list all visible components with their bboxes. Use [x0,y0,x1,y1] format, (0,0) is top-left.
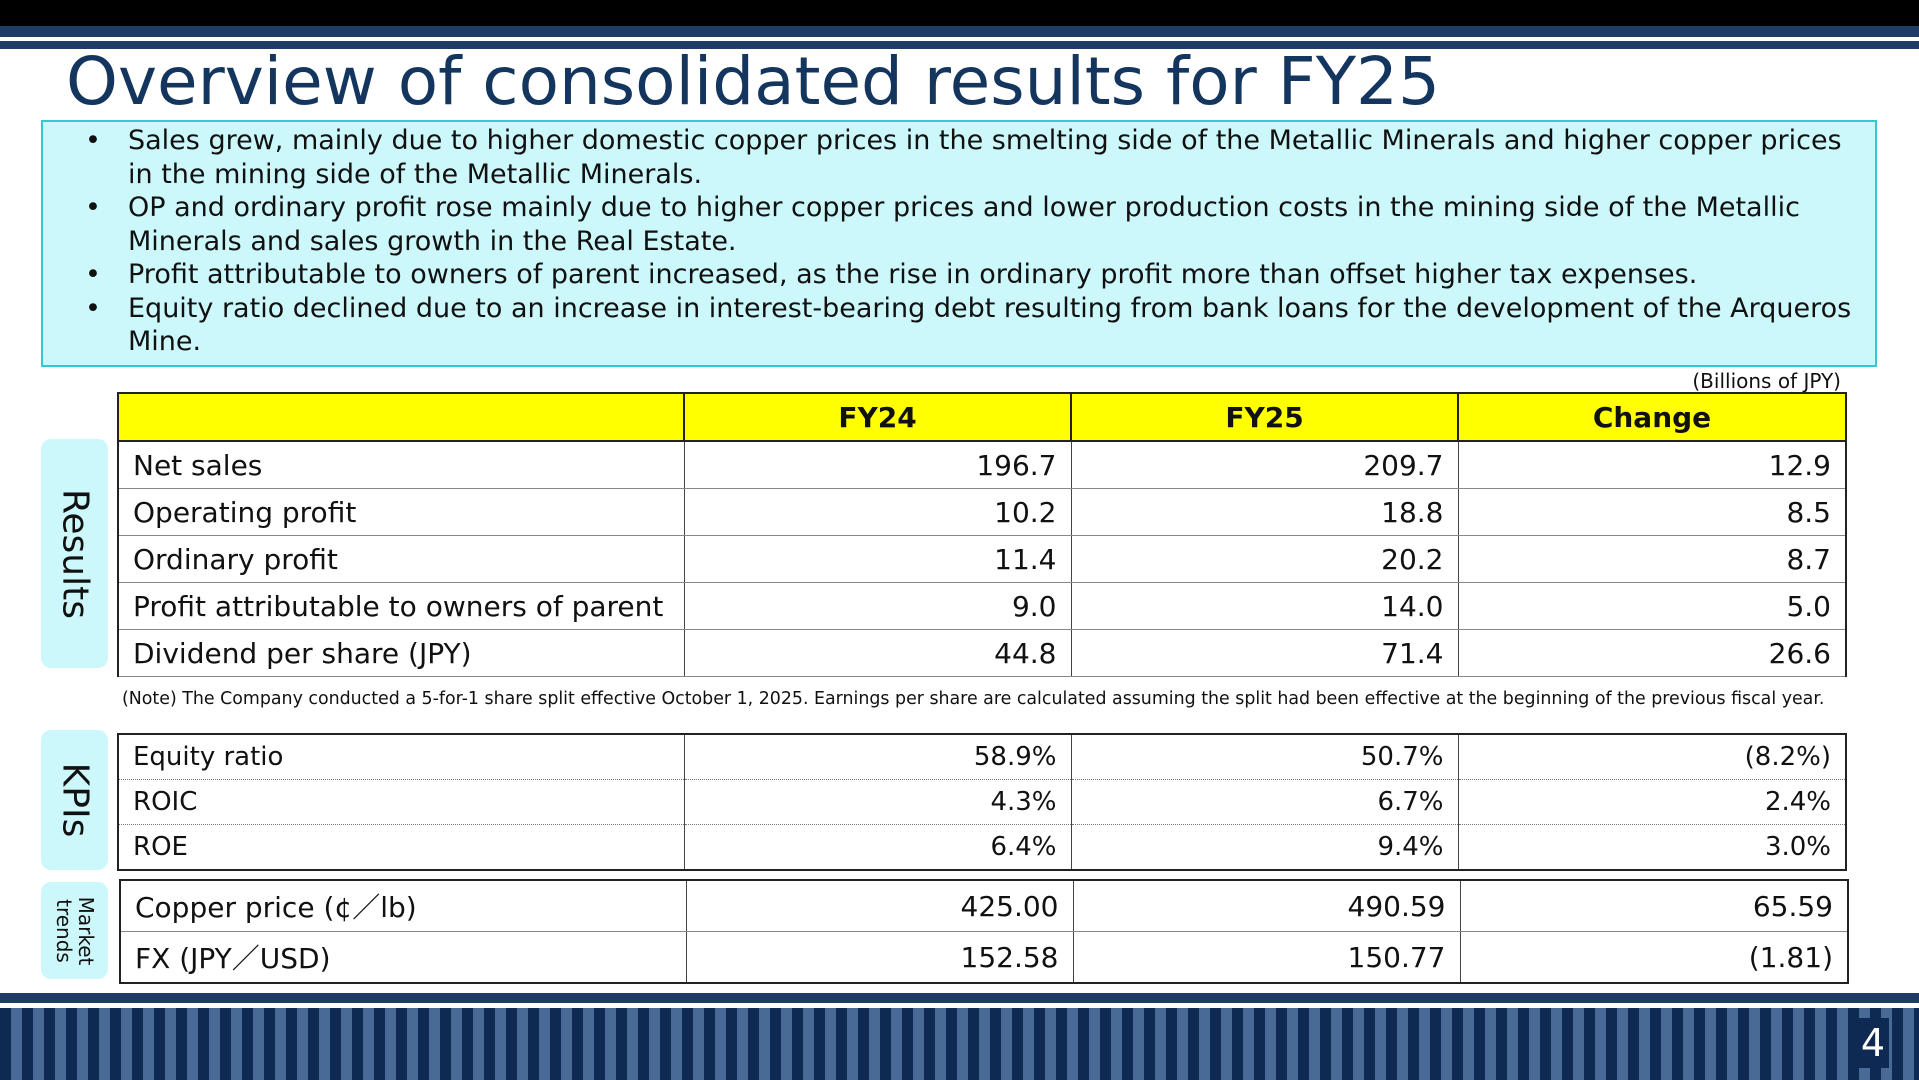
top-black-band [0,0,1919,26]
kpis-table: Equity ratio 58.9% 50.7% (8.2%) ROIC 4.3… [117,733,1847,871]
table-row: ROIC 4.3% 6.7% 2.4% [117,779,1847,825]
fy24-value: 6.4% [683,824,1072,870]
row-label: FX (JPY／USD) [119,931,687,983]
table-row: Ordinary profit 11.4 20.2 8.7 [117,535,1847,583]
row-label: Dividend per share (JPY) [117,629,685,677]
results-table: FY24 FY25 Change Net sales 196.7 209.7 1… [117,392,1847,677]
table-row: Profit attributable to owners of parent … [117,582,1847,630]
table-row: Dividend per share (JPY) 44.8 71.4 26.6 [117,629,1847,677]
summary-bullet-text: Profit attributable to owners of parent … [128,259,1698,290]
change-value: 2.4% [1457,779,1847,825]
row-label: Operating profit [117,488,685,536]
page-title: Overview of consolidated results for FY2… [66,43,1441,120]
fy25-value: 71.4 [1070,629,1459,677]
bullet-dot-icon: • [85,292,101,324]
top-blue-rule [0,41,1919,49]
bullet-dot-icon: • [85,259,101,290]
row-label: Ordinary profit [117,535,685,583]
kpis-side-label: KPIs [41,730,108,870]
footer-rule [0,993,1919,1003]
summary-bullet: • Profit attributable to owners of parent… [61,258,1857,292]
page-number: 4 [1856,1018,1889,1068]
change-value: (8.2%) [1457,734,1847,780]
row-label: Profit attributable to owners of parent [117,582,685,630]
row-label: ROIC [117,779,685,825]
change-value: 65.59 [1459,880,1849,932]
fy24-value: 9.0 [683,582,1072,630]
top-blue-band [0,26,1919,37]
fy25-value: 20.2 [1070,535,1459,583]
fy24-value: 196.7 [683,441,1072,489]
fy24-value: 44.8 [683,629,1072,677]
market-trends-label-text: Market trends [51,896,98,965]
change-value: 3.0% [1457,824,1847,870]
results-side-label: Results [41,439,108,668]
change-value: 8.7 [1457,535,1847,583]
market-trends-table: Copper price (¢／lb) 425.00 490.59 65.59 … [119,879,1849,984]
fy24-value: 10.2 [683,488,1072,536]
change-value: 8.5 [1457,488,1847,536]
fy25-value: 6.7% [1070,779,1459,825]
share-split-note: (Note) The Company conducted a 5-for-1 s… [122,689,1825,709]
header-fy25: FY25 [1070,392,1459,442]
row-label: ROE [117,824,685,870]
fy24-value: 425.00 [685,880,1074,932]
summary-bullet-text: OP and ordinary profit rose mainly due t… [128,192,1800,257]
market-trends-side-label: Market trends [41,882,108,979]
trends-label-line: trends [51,898,76,963]
bullet-dot-icon: • [85,125,101,156]
results-header-row: FY24 FY25 Change [117,392,1847,442]
table-row: Net sales 196.7 209.7 12.9 [117,441,1847,489]
table-row: FX (JPY／USD) 152.58 150.77 (1.81) [119,931,1849,983]
header-change: Change [1457,392,1847,442]
summary-box: • Sales grew, mainly due to higher domest… [41,120,1877,367]
change-value: (1.81) [1459,931,1849,983]
table-row: Operating profit 10.2 18.8 8.5 [117,488,1847,536]
table-row: ROE 6.4% 9.4% 3.0% [117,824,1847,870]
fy25-value: 150.77 [1072,931,1461,983]
row-label: Net sales [117,441,685,489]
fy25-value: 209.7 [1070,441,1459,489]
fy24-value: 11.4 [683,535,1072,583]
market-label-line: Market [73,896,98,965]
footer-striped-band [0,1008,1919,1080]
summary-bullet: • Equity ratio declined due to an increas… [61,292,1857,359]
fy24-value: 4.3% [683,779,1072,825]
summary-list: • Sales grew, mainly due to higher domest… [61,124,1857,359]
results-label-text: Results [54,488,95,619]
change-value: 5.0 [1457,582,1847,630]
summary-bullet: • OP and ordinary profit rose mainly due … [61,191,1857,258]
row-label: Copper price (¢／lb) [119,880,687,932]
fy25-value: 9.4% [1070,824,1459,870]
fy24-value: 58.9% [683,734,1072,780]
header-blank-cell [117,392,685,442]
change-value: 12.9 [1457,441,1847,489]
fy24-value: 152.58 [685,931,1074,983]
bullet-dot-icon: • [85,192,101,223]
change-value: 26.6 [1457,629,1847,677]
table-row: Copper price (¢／lb) 425.00 490.59 65.59 [119,880,1849,932]
fy25-value: 18.8 [1070,488,1459,536]
summary-bullet: • Sales grew, mainly due to higher domest… [61,124,1857,191]
fy25-value: 50.7% [1070,734,1459,780]
summary-bullet-text: Equity ratio declined due to an increase… [128,292,1852,358]
fy25-value: 490.59 [1072,880,1461,932]
table-row: Equity ratio 58.9% 50.7% (8.2%) [117,734,1847,780]
summary-bullet-text: Sales grew, mainly due to higher domesti… [128,125,1842,190]
unit-label: (Billions of JPY) [1692,369,1841,393]
kpis-label-text: KPIs [54,762,95,838]
fy25-value: 14.0 [1070,582,1459,630]
header-fy24: FY24 [683,392,1072,442]
row-label: Equity ratio [117,734,685,780]
